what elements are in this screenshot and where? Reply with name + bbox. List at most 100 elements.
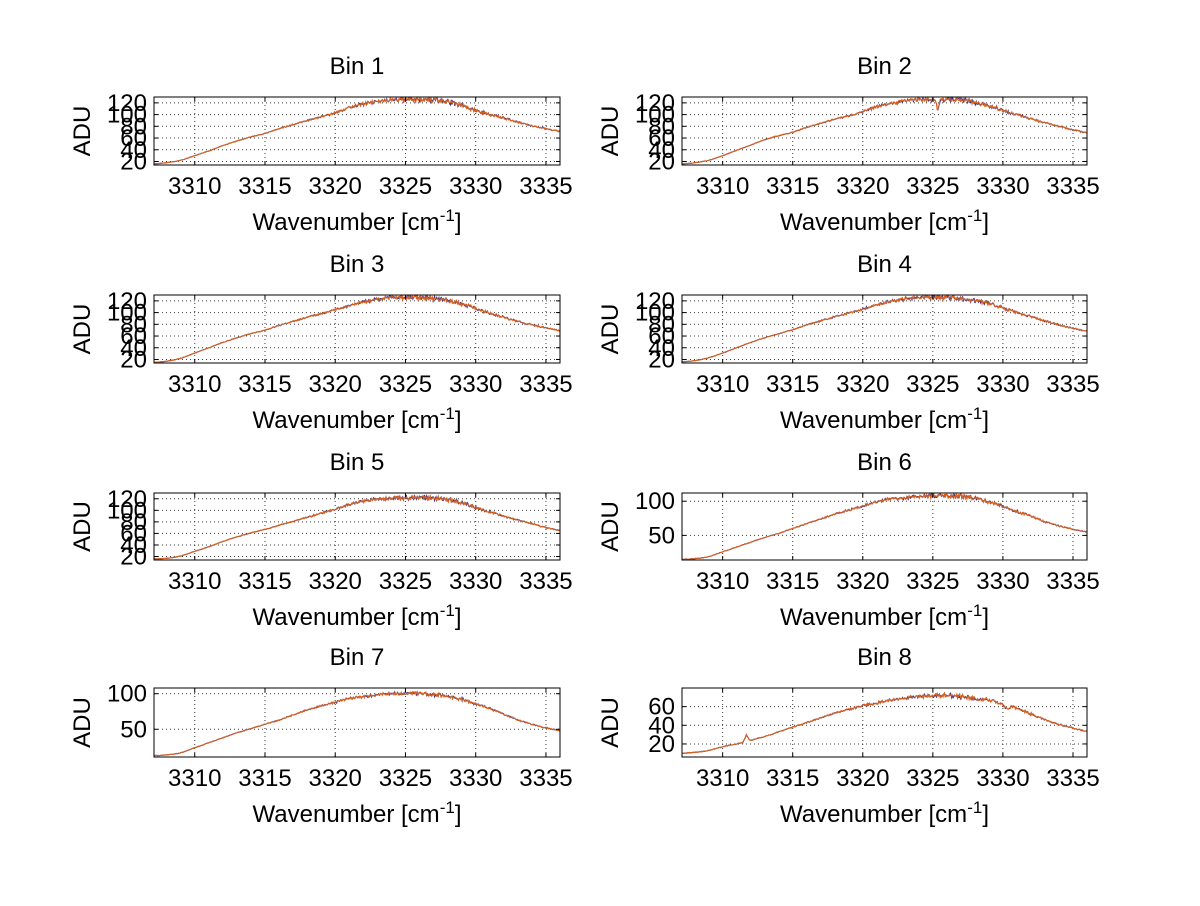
x-axis-label-superscript: -1 (440, 404, 455, 423)
x-tick-label: 3325 (906, 568, 959, 595)
y-axis-label: ADU (597, 501, 624, 552)
x-axis-label-end: ] (455, 604, 462, 631)
y-tick-label: 100 (107, 497, 147, 524)
axes-box (681, 96, 1088, 166)
x-tick-label: 3320 (836, 173, 889, 200)
spectrum-line-primary (154, 493, 560, 560)
y-axis-label: ADU (597, 304, 624, 355)
y-tick-label: 80 (648, 113, 675, 140)
axes-box (153, 96, 561, 166)
spectrum-line-secondary (154, 97, 560, 165)
spectrum-line-primary (154, 690, 560, 757)
x-tick-label: 3330 (976, 568, 1029, 595)
subplot-title: Bin 6 (857, 449, 912, 476)
x-tick-label: 3310 (168, 765, 221, 792)
x-axis-label-main: Wavenumber [cm (780, 209, 967, 236)
y-axis-label: ADU (597, 697, 624, 748)
x-axis-label: Wavenumber [cm-1] (780, 601, 989, 631)
spectrum-line-secondary (154, 295, 560, 363)
x-tick-label: 3335 (519, 568, 572, 595)
x-tick-label: 3330 (976, 173, 1029, 200)
y-tick-label: 40 (120, 532, 147, 559)
x-axis-label: Wavenumber [cm-1] (253, 798, 462, 828)
subplot-title: Bin 5 (330, 449, 385, 476)
y-axis-label: ADU (69, 697, 96, 748)
x-tick-label: 3320 (836, 568, 889, 595)
y-tick-label: 60 (648, 125, 675, 152)
axes-box (681, 294, 1088, 364)
y-tick-label: 80 (120, 311, 147, 338)
x-axis-label-main: Wavenumber [cm (253, 407, 440, 434)
subplot-title: Bin 4 (857, 251, 912, 278)
subplot-title: Bin 1 (330, 53, 385, 80)
x-tick-label: 3325 (379, 765, 432, 792)
x-tick-label: 3315 (766, 765, 819, 792)
y-tick-label: 100 (635, 102, 675, 129)
x-axis-label-main: Wavenumber [cm (253, 604, 440, 631)
x-tick-label: 3330 (449, 173, 502, 200)
y-tick-label: 120 (635, 288, 675, 315)
x-tick-label: 3325 (906, 173, 959, 200)
x-tick-label: 3320 (309, 765, 362, 792)
y-tick-label: 20 (120, 148, 147, 175)
x-axis-label: Wavenumber [cm-1] (253, 206, 462, 236)
x-axis-label-superscript: -1 (967, 206, 982, 225)
x-axis-label-superscript: -1 (967, 601, 982, 620)
axes-box (681, 492, 1088, 561)
y-tick-label: 100 (107, 681, 147, 708)
x-tick-label: 3330 (449, 765, 502, 792)
y-tick-label: 100 (635, 488, 675, 515)
y-axis-label: ADU (597, 106, 624, 157)
x-tick-label: 3310 (168, 568, 221, 595)
y-tick-label: 20 (648, 731, 675, 758)
x-axis-label-end: ] (455, 407, 462, 434)
spectrum-line-secondary (154, 493, 560, 560)
x-axis-label-end: ] (982, 407, 989, 434)
spectrum-line-secondary (682, 97, 1087, 165)
x-axis-label-main: Wavenumber [cm (780, 801, 967, 828)
y-tick-label: 20 (648, 346, 675, 373)
y-tick-label: 60 (120, 520, 147, 547)
y-axis-label: ADU (69, 304, 96, 355)
y-tick-label: 40 (648, 712, 675, 739)
x-axis-label-superscript: -1 (967, 798, 982, 817)
spectrum-line-primary (154, 97, 560, 165)
x-axis-label-superscript: -1 (967, 404, 982, 423)
subplot-bin-5: Bin 5 3310 3315 3320 3325 3330 3335 20406080100… (69, 449, 573, 631)
y-tick-label: 80 (120, 509, 147, 536)
x-tick-label: 3320 (309, 371, 362, 398)
y-tick-label: 120 (635, 90, 675, 117)
x-tick-label: 3315 (766, 371, 819, 398)
y-tick-label: 120 (107, 90, 147, 117)
x-axis-label-superscript: -1 (440, 206, 455, 225)
subplot-title: Bin 3 (330, 251, 385, 278)
x-tick-label: 3330 (449, 568, 502, 595)
spectrum-line-primary (682, 97, 1087, 165)
y-tick-label: 60 (648, 323, 675, 350)
spectrum-line-primary (682, 691, 1087, 755)
subplot-bin-1: Bin 1 3310 3315 3320 3325 3330 3335 20406080100… (69, 53, 573, 236)
x-tick-label: 3335 (519, 765, 572, 792)
subplot-bin-6: Bin 6 3310 3315 3320 3325 3330 3335 50 100 Wavenu… (597, 449, 1100, 631)
x-tick-label: 3320 (836, 371, 889, 398)
axes-box (153, 687, 561, 758)
x-tick-label: 3320 (836, 765, 889, 792)
x-tick-label: 3325 (379, 371, 432, 398)
y-tick-label: 40 (648, 335, 675, 362)
y-tick-label: 80 (648, 311, 675, 338)
x-axis-label-end: ] (982, 209, 989, 236)
x-tick-label: 3330 (976, 765, 1029, 792)
x-axis-label-main: Wavenumber [cm (780, 604, 967, 631)
y-tick-label: 20 (120, 346, 147, 373)
subplot-bin-3: Bin 3 3310 3315 3320 3325 3330 3335 20406080100… (69, 251, 573, 434)
y-tick-label: 60 (120, 323, 147, 350)
x-tick-label: 3335 (1046, 765, 1099, 792)
subplot-bin-2: Bin 2 3310 3315 3320 3325 3330 3335 20406080100… (597, 53, 1100, 236)
spectrum-line-primary (682, 493, 1087, 560)
subplot-title: Bin 7 (330, 644, 385, 671)
x-tick-label: 3310 (168, 371, 221, 398)
y-tick-label: 20 (120, 544, 147, 571)
x-tick-label: 3330 (976, 371, 1029, 398)
